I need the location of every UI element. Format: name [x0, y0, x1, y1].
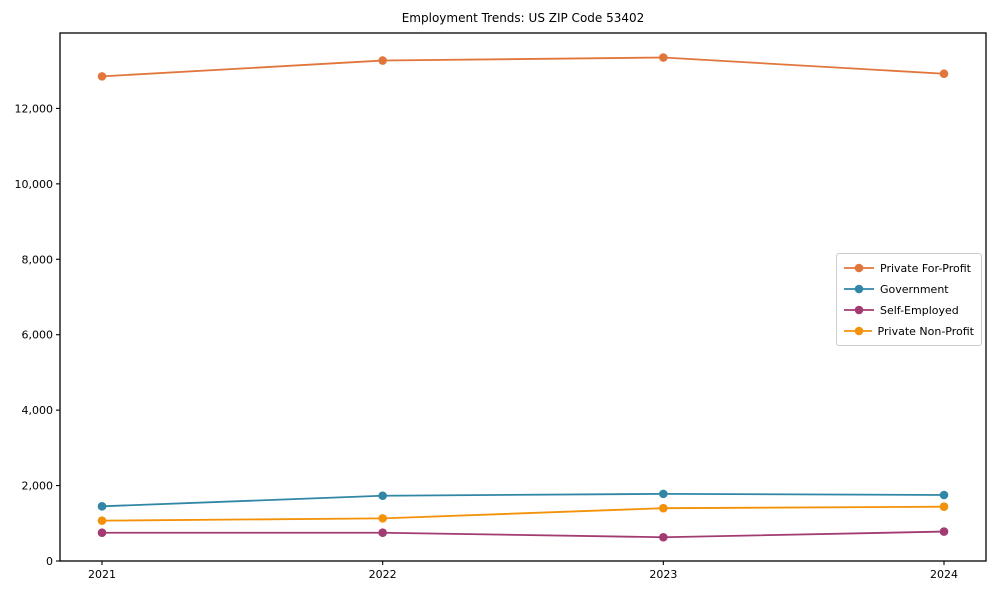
data-point-marker-private-for-profit	[97, 72, 107, 81]
axes-box	[59, 32, 987, 562]
legend-line-marker-icon	[844, 284, 874, 294]
x-tick-label: 2023	[649, 568, 677, 581]
data-point-marker-government	[659, 489, 668, 499]
chart-title: Employment Trends: US ZIP Code 53402	[401, 11, 645, 25]
y-tick-label: 8,000	[22, 253, 54, 266]
y-tick-label: 0	[46, 555, 53, 568]
legend-marker-icon	[854, 305, 864, 315]
y-tick-label: 6,000	[22, 329, 54, 342]
y-tick-label: 4,000	[22, 404, 54, 417]
series-line-government	[101, 492, 945, 508]
legend-item: Private For-Profit	[844, 259, 974, 277]
data-point-marker-private-non-profit	[939, 502, 949, 511]
data-point-marker-private-for-profit	[378, 56, 387, 65]
legend-item: Private Non-Profit	[844, 322, 974, 340]
legend: Private For-Profit Government Self-Employe…	[836, 253, 982, 346]
legend-item-label: Self-Employed	[880, 303, 959, 317]
data-point-marker-private-non-profit	[97, 516, 107, 525]
legend-marker-icon	[854, 284, 864, 294]
data-point-marker-private-for-profit	[659, 53, 668, 62]
legend-item-label: Government	[880, 282, 949, 296]
series-line-private-non-profit	[101, 505, 945, 522]
y-tick-label: 10,000	[15, 178, 54, 191]
data-point-marker-government	[939, 490, 949, 500]
legend-item: Government	[844, 280, 974, 298]
x-tick-label: 2021	[88, 568, 116, 581]
legend-line-marker-icon	[844, 263, 874, 273]
legend-line-marker-icon	[844, 305, 874, 315]
series-line-private-for-profit	[101, 56, 945, 78]
data-point-marker-self-employed	[97, 528, 107, 538]
legend-marker-icon	[854, 326, 864, 336]
y-tick-label: 2,000	[22, 480, 54, 493]
legend-item: Self-Employed	[844, 301, 974, 319]
data-point-marker-private-non-profit	[659, 503, 668, 513]
data-point-marker-government	[378, 491, 387, 501]
data-point-marker-private-for-profit	[939, 69, 949, 79]
legend-item-label: Private Non-Profit	[877, 324, 974, 338]
x-tick-label: 2022	[369, 568, 397, 581]
legend-item-label: Private For-Profit	[880, 261, 971, 275]
data-point-marker-self-employed	[659, 532, 668, 542]
legend-line-marker-icon	[844, 326, 872, 336]
legend-marker-icon	[854, 263, 864, 273]
data-point-marker-self-employed	[378, 528, 387, 538]
data-point-marker-private-non-profit	[378, 514, 387, 523]
y-tick-label: 12,000	[15, 102, 54, 115]
data-point-marker-self-employed	[939, 527, 949, 536]
x-tick-label: 2024	[930, 568, 958, 581]
series-line-self-employed	[102, 530, 945, 539]
data-point-marker-government	[97, 502, 107, 511]
